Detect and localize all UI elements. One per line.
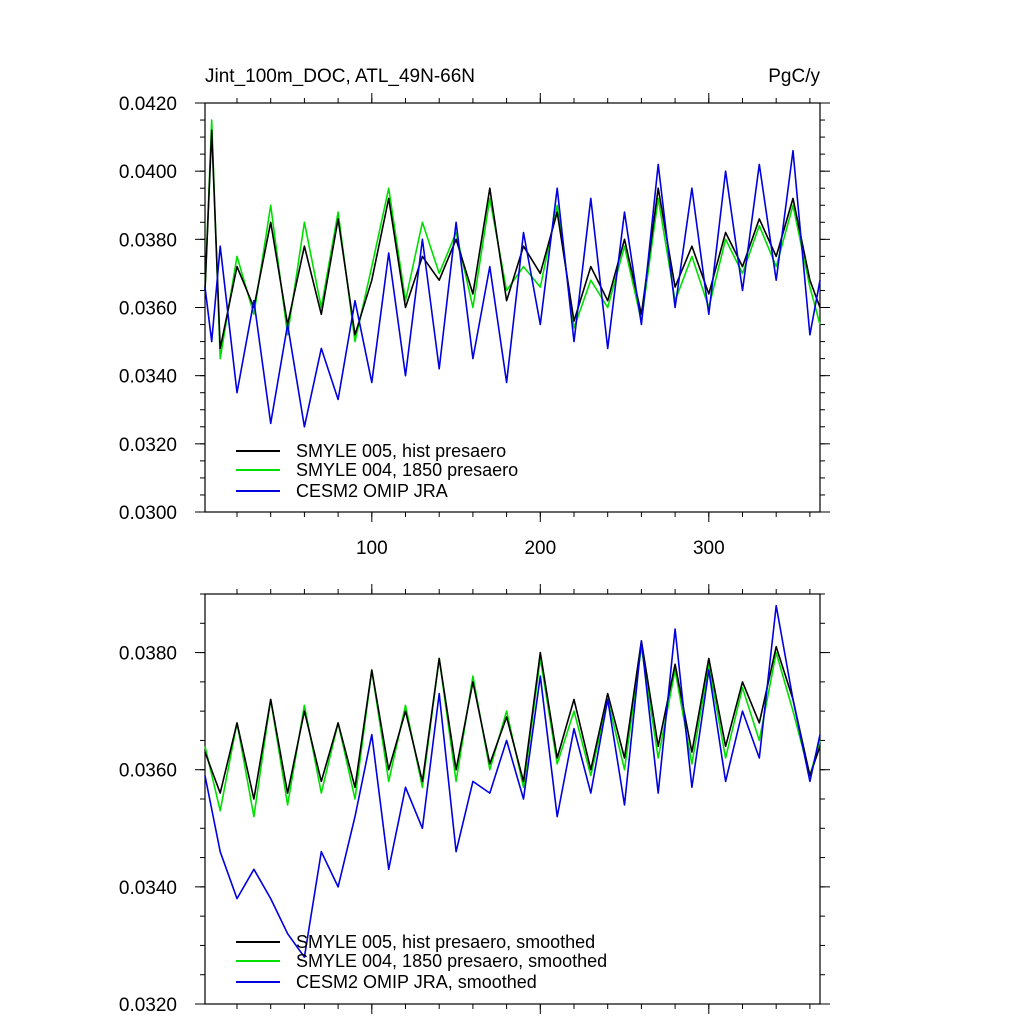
series-line-0 [204, 129, 821, 350]
chart-title: Jint_100m_DOC, ATL_49N-66N [205, 66, 475, 87]
y-tick-label: 0.0380 [119, 644, 177, 665]
series-line-1 [204, 119, 821, 360]
legend-label-smyle004-smoothed: SMYLE 004, 1850 presaero, smoothed [296, 951, 607, 971]
legend-top: SMYLE 005, hist presaero SMYLE 004, 1850… [236, 441, 518, 501]
series-line-0 [204, 640, 821, 800]
plot-area-top: 0.0300 0.0320 0.0340 0.0360 0.0380 0.0400 0.04… [119, 93, 830, 559]
series-line-2 [204, 149, 821, 428]
legend-label-smyle004: SMYLE 004, 1850 presaero [296, 460, 518, 480]
y-tick-label: 0.0360 [119, 299, 177, 320]
legend-label-cesm2-smoothed: CESM2 OMIP JRA, smoothed [296, 972, 537, 992]
legend-label-cesm2: CESM2 OMIP JRA [296, 481, 448, 501]
legend-bottom: SMYLE 005, hist presaero, smoothed SMYLE… [236, 932, 607, 992]
y-tick-label: 0.0340 [119, 367, 177, 388]
x-tick-label: 300 [693, 538, 725, 559]
plot-area-bottom: 0.0320 0.0340 0.0360 0.0380 [119, 584, 830, 1016]
units-label: PgC/y [768, 66, 820, 87]
y-tick-label: 0.0340 [119, 878, 177, 899]
top-panel: Jint_100m_DOC, ATL_49N-66N PgC/y 0.03000… [119, 66, 830, 559]
y-tick-label: 0.0300 [119, 503, 177, 524]
series-line-2 [204, 604, 821, 958]
y-tick-label: 0.0400 [119, 162, 177, 183]
x-tick-label: 200 [524, 538, 556, 559]
y-tick-label: 0.0320 [119, 435, 177, 456]
legend-label-smyle005-smoothed: SMYLE 005, hist presaero, smoothed [296, 932, 595, 952]
y-tick-label: 0.0360 [119, 761, 177, 782]
bottom-panel: 0.0320 0.0340 0.0360 0.0380 SMYLE 005, hist… [119, 584, 830, 1016]
y-tick-label: 0.0380 [119, 230, 177, 251]
series-line-1 [204, 645, 821, 818]
x-tick-label: 100 [356, 538, 388, 559]
y-tick-label: 0.0420 [119, 94, 177, 115]
legend-label-smyle005: SMYLE 005, hist presaero [296, 441, 506, 461]
y-tick-label: 0.0320 [119, 995, 177, 1016]
